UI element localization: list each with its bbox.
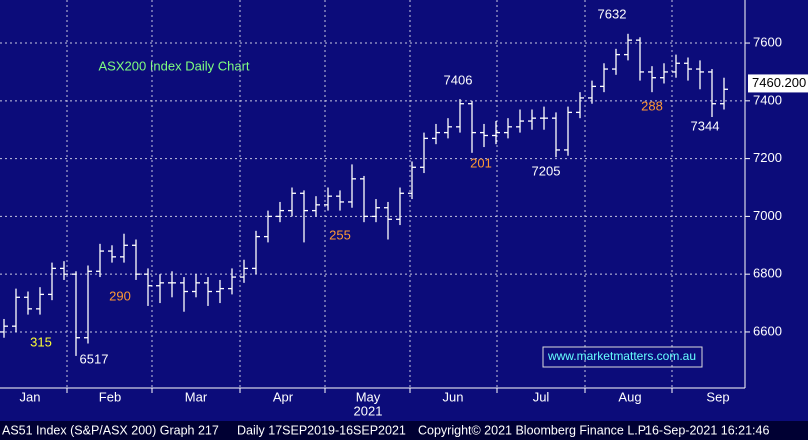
annotation: 7205 [532,163,561,178]
chart-title: ASX200 Index Daily Chart [98,58,249,73]
x-tick-label: Mar [185,389,208,404]
annotation: 290 [109,288,131,303]
watermark: www.marketmatters.com.au [547,349,696,363]
y-tick-label: 6600 [753,323,782,338]
x-tick-label: Feb [99,389,121,404]
annotation: 288 [641,98,663,113]
x-tick-label: Jan [20,389,41,404]
footer-band [0,421,808,440]
footer-text: Copyright© 2021 Bloomberg Finance L.P. [418,423,648,437]
x-tick-label: Jun [443,389,464,404]
annotation: 6517 [80,351,109,366]
annotation: 7344 [691,118,720,133]
annotation: 7406 [444,72,473,87]
x-tick-label: Jul [533,389,550,404]
last-price-label: 7460.200 [752,75,806,90]
footer-text: Daily 17SEP2019-16SEP2021 [237,423,406,437]
x-tick-label: Apr [273,389,294,404]
year-label: 2021 [354,403,383,418]
y-tick-label: 7400 [753,92,782,107]
annotation: 315 [30,334,52,349]
x-tick-label: May [356,389,381,404]
footer-text: AS51 Index (S&P/ASX 200) Graph 217 [2,423,219,437]
annotation: 201 [470,155,492,170]
x-tick-label: Aug [618,389,641,404]
annotation: 255 [329,227,351,242]
last-price-box [748,74,808,93]
footer-text: 16-Sep-2021 16:21:46 [645,423,769,437]
annotation: 7632 [598,6,627,21]
watermark-box [542,346,703,368]
y-tick-label: 7200 [753,150,782,165]
y-tick-label: 7000 [753,208,782,223]
x-tick-label: Sep [706,389,729,404]
y-tick-label: 7600 [753,34,782,49]
y-tick-label: 6800 [753,266,782,281]
